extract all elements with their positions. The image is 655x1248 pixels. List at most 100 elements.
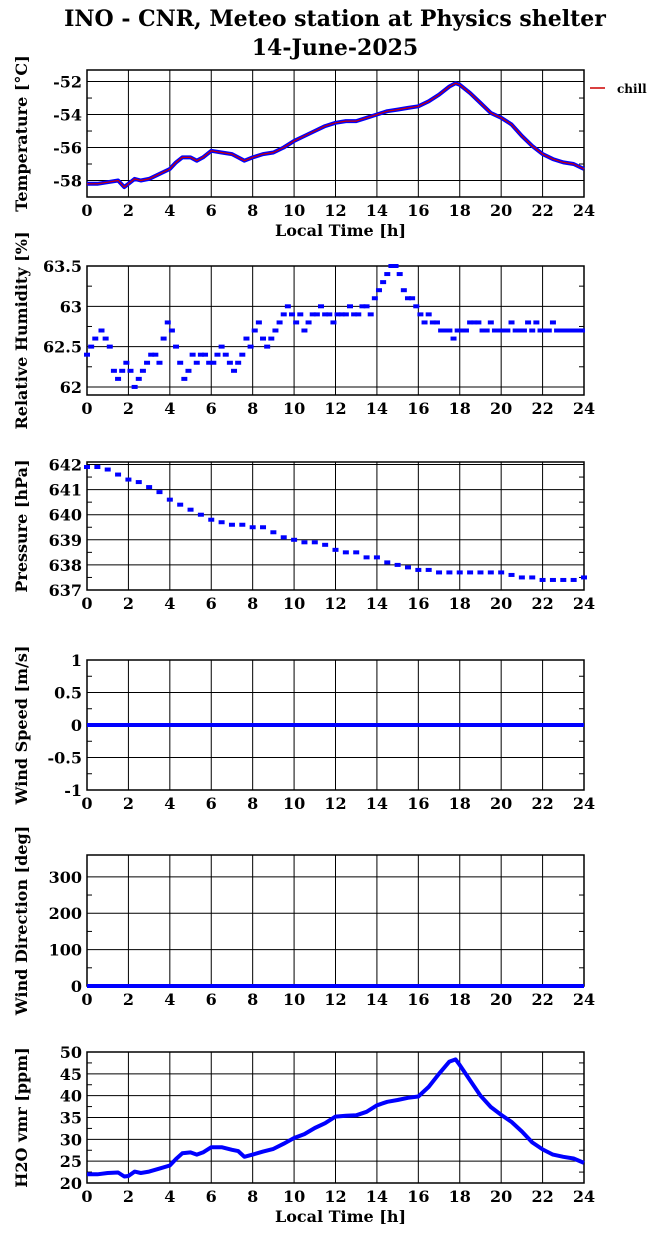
x-tick-label: 8 [247,1187,258,1206]
data-point [570,328,577,333]
data-point [487,570,494,575]
data-point [293,320,300,325]
chill-line [87,82,585,188]
data-point [322,312,329,317]
data-point [581,575,587,580]
data-point [400,288,407,293]
x-tick-label: 8 [247,399,258,418]
data-point [228,522,235,527]
data-point [289,312,296,317]
data-point [483,328,490,333]
data-point [280,535,287,540]
data-point [168,328,175,333]
data-point [500,328,507,333]
data-point [202,352,209,357]
data-point [334,312,341,317]
data-point [247,344,254,349]
data-point [520,328,527,333]
data-point [450,336,457,341]
data-point [239,522,246,527]
y-tick-label: -0.5 [48,749,82,768]
data-point [106,344,113,349]
data-point [131,384,138,389]
x-tick-label: 2 [123,399,134,418]
data-point [479,328,486,333]
data-point [110,368,117,373]
data-point [210,360,217,365]
data-point [396,272,403,277]
data-point [363,555,370,560]
data-point [380,280,387,285]
data-point [570,577,577,582]
data-point [413,304,420,309]
y-tick-label: 62 [60,378,82,397]
data-point [433,320,440,325]
plot-frame [86,69,585,198]
data-point [187,507,194,512]
y-tick-label: 45 [60,1065,82,1084]
data-point [152,352,159,357]
x-tick-label: 24 [573,594,595,613]
data-point [104,467,111,472]
data-point [562,328,569,333]
data-point [487,320,494,325]
data-line [87,1057,585,1179]
x-tick-label: 2 [123,990,134,1009]
data-point [119,368,126,373]
x-tick-label: 2 [123,1187,134,1206]
y-tick-label: 639 [49,531,82,550]
data-point [311,540,318,545]
x-tick-label: 2 [123,794,134,813]
data-point [467,570,474,575]
y-axis-label: Pressure [hPa] [12,459,31,592]
x-tick-label: 6 [206,594,217,613]
x-tick-label: 8 [247,201,258,220]
data-point [144,360,151,365]
x-tick-label: 24 [573,201,595,220]
y-tick-label: 638 [49,556,82,575]
y-tick-label: 63.5 [43,257,82,276]
x-tick-label: 0 [81,594,92,613]
data-point [177,360,184,365]
data-point [164,320,171,325]
data-point [375,288,382,293]
y-tick-label: 20 [60,1174,82,1193]
x-tick-label: 4 [164,201,175,220]
data-point [280,312,287,317]
data-point [231,368,238,373]
x-tick-label: 12 [324,990,346,1009]
data-point [404,565,411,570]
data-point [363,304,370,309]
x-tick-label: 16 [407,399,429,418]
data-point [425,567,432,572]
data-point [353,550,360,555]
x-tick-label: 8 [247,594,258,613]
x-tick-label: 16 [407,594,429,613]
x-tick-label: 20 [490,794,512,813]
x-tick-label: 12 [324,1187,346,1206]
x-tick-label: 22 [531,794,553,813]
x-tick-label: 0 [81,201,92,220]
data-point [206,360,213,365]
data-point [313,312,320,317]
y-tick-label: 200 [49,904,82,923]
y-tick-label: 0.5 [54,684,82,703]
x-tick-label: 16 [407,201,429,220]
data-point [123,360,130,365]
data-point [264,344,271,349]
x-tick-label: 10 [283,990,305,1009]
x-tick-label: 4 [164,399,175,418]
data-point [214,352,221,357]
y-tick-label: 35 [60,1109,82,1128]
data-point [102,336,109,341]
x-tick-label: 6 [206,201,217,220]
x-tick-label: 16 [407,794,429,813]
x-axis-label: Local Time [h] [275,1207,406,1226]
y-tick-label: 300 [49,868,82,887]
y-axis-label: Temperature [°C] [12,55,31,211]
data-point [454,328,461,333]
data-point [260,525,267,530]
data-point [92,336,99,341]
legend-label: chill [617,82,647,96]
